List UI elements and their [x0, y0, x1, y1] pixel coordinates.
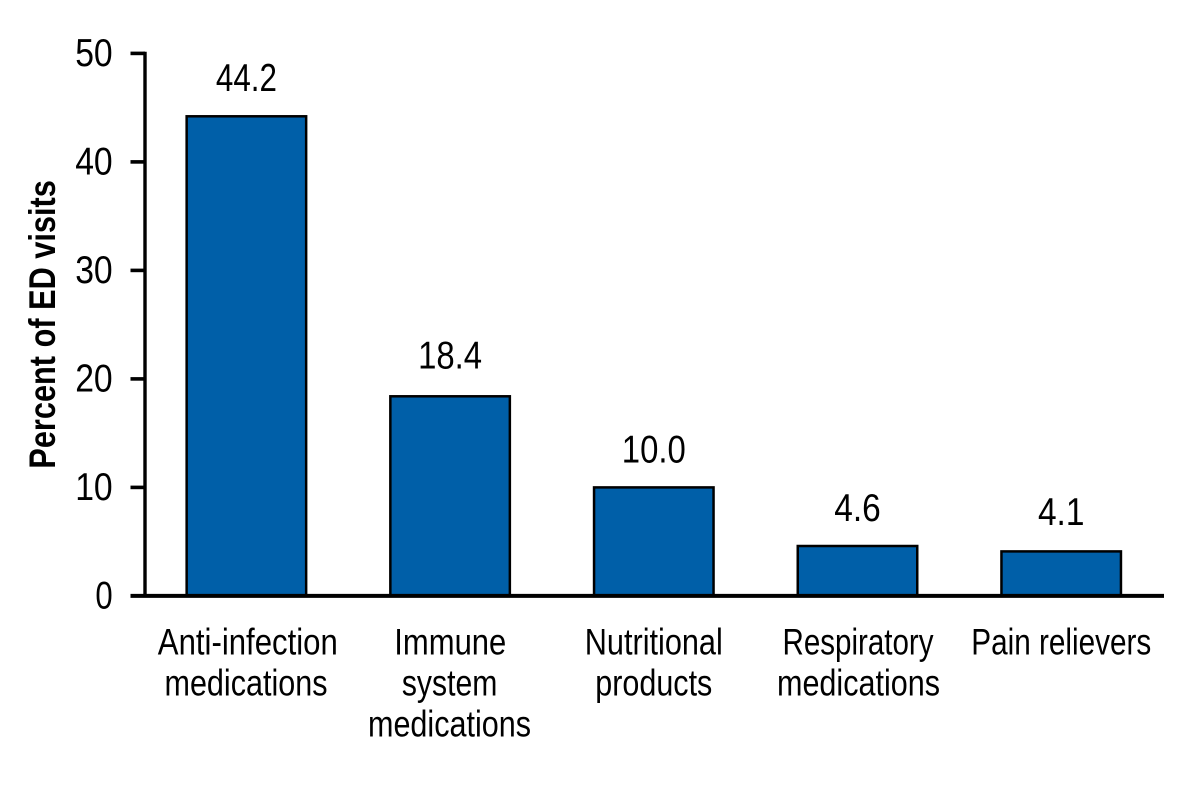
svg-text:30: 30	[75, 249, 113, 292]
svg-text:products: products	[595, 663, 712, 704]
svg-text:0: 0	[95, 575, 112, 618]
svg-text:Percent of ED visits: Percent of ED visits	[22, 180, 63, 469]
svg-text:10.0: 10.0	[622, 429, 686, 472]
svg-text:18.4: 18.4	[418, 335, 482, 378]
svg-text:4.6: 4.6	[834, 487, 881, 530]
svg-text:medications: medications	[777, 663, 940, 704]
svg-text:medications: medications	[165, 663, 328, 704]
svg-text:system: system	[402, 663, 498, 704]
svg-text:10: 10	[75, 466, 113, 509]
svg-text:Anti-infection: Anti-infection	[158, 621, 338, 662]
svg-text:Immune: Immune	[394, 621, 506, 662]
svg-text:medications: medications	[368, 704, 531, 745]
svg-text:Respiratory: Respiratory	[783, 621, 934, 662]
svg-text:50: 50	[75, 32, 113, 75]
svg-text:44.2: 44.2	[216, 57, 277, 100]
svg-text:40: 40	[75, 141, 113, 184]
svg-text:4.1: 4.1	[1038, 491, 1085, 534]
svg-text:Nutritional: Nutritional	[585, 621, 723, 662]
svg-text:Pain relievers: Pain relievers	[971, 621, 1151, 662]
svg-text:20: 20	[75, 358, 113, 401]
